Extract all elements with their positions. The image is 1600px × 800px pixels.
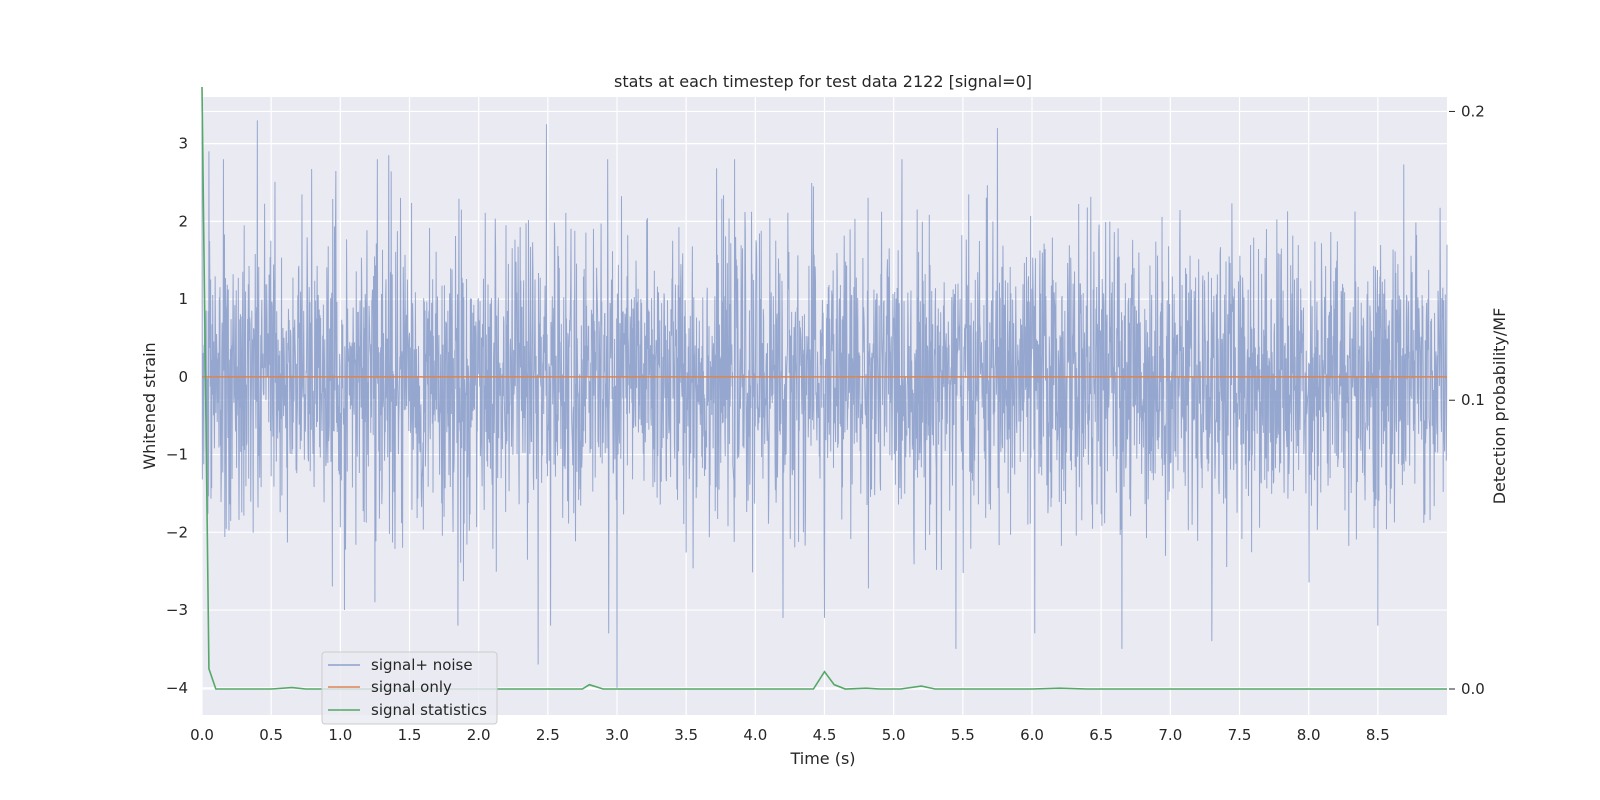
y-axis-right-label: Detection probability/MF: [1490, 308, 1509, 505]
x-tick-label: 6.5: [1089, 726, 1113, 744]
x-tick-label: 5.0: [882, 726, 906, 744]
y-axis-right-ticks: 0.2 0.1 0.0: [1449, 102, 1485, 698]
x-tick-label: 4.5: [813, 726, 837, 744]
x-tick-label: 0.5: [259, 726, 283, 744]
x-tick-label: 7.5: [1228, 726, 1252, 744]
x-tick-label: 1.0: [328, 726, 352, 744]
y-tick-label: 0: [178, 368, 188, 386]
y-tick-label: −4: [166, 679, 188, 697]
y-tick-label: 2: [178, 212, 188, 230]
y-axis-label: Whitened strain: [140, 342, 159, 469]
x-tick-label: 2.0: [467, 726, 491, 744]
x-tick-label: 5.5: [951, 726, 975, 744]
x-tick-label: 2.5: [536, 726, 560, 744]
y-axis-ticks: 3 2 1 0 −1 −2 −3 −4: [166, 135, 188, 697]
y-tick-label: −2: [166, 523, 188, 541]
legend-label-signal: signal only: [371, 678, 452, 696]
x-tick-label: 0.0: [190, 726, 214, 744]
y-right-tick-label: 0.1: [1461, 391, 1485, 409]
series-signal-statistics: [201, 86, 1447, 690]
x-axis-label: Time (s): [789, 749, 855, 768]
x-tick-label: 6.0: [1020, 726, 1044, 744]
y-tick-label: 3: [178, 135, 188, 153]
legend-label-stats: signal statistics: [371, 701, 487, 719]
chart-title: stats at each timestep for test data 212…: [614, 72, 1032, 91]
y-tick-label: −1: [166, 446, 188, 464]
x-axis-ticks: 0.0 0.5 1.0 1.5 2.0 2.5 3.0 3.5 4.0 4.5 5.0 5.5 6.0 6…: [190, 726, 1390, 744]
x-tick-label: 3.0: [605, 726, 629, 744]
line-signal-statistics: [201, 86, 1447, 690]
x-tick-label: 8.5: [1366, 726, 1390, 744]
series-signal-noise: [201, 120, 1448, 688]
y-right-tick-label: 0.2: [1461, 102, 1485, 120]
line-signal-noise: [201, 120, 1448, 688]
legend: signal+ noise signal only signal statist…: [321, 651, 498, 725]
y-right-tick-label: 0.0: [1461, 680, 1485, 698]
y-tick-label: −3: [166, 601, 188, 619]
x-tick-label: 1.5: [398, 726, 422, 744]
x-tick-label: 4.0: [743, 726, 767, 744]
legend-label-noise: signal+ noise: [371, 656, 473, 674]
x-tick-label: 8.0: [1297, 726, 1321, 744]
x-tick-label: 7.0: [1158, 726, 1182, 744]
y-tick-label: 1: [178, 290, 188, 308]
x-tick-label: 3.5: [674, 726, 698, 744]
legend-box: [321, 651, 498, 725]
